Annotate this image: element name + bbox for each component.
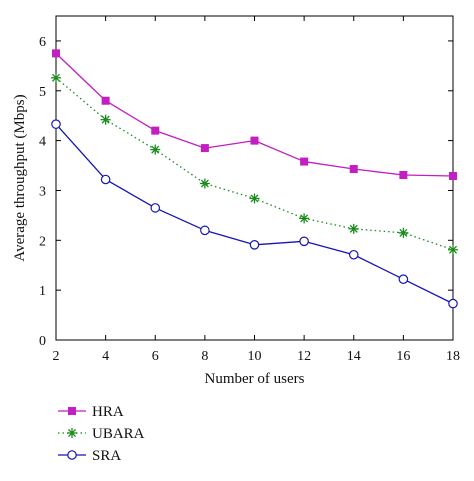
legend-label-hra: HRA (92, 404, 124, 420)
point-hra (449, 172, 457, 181)
series-line-hra (55, 52, 454, 177)
x-tick-label: 10 (248, 349, 262, 364)
point-sra (448, 298, 458, 309)
point-ubara (249, 193, 260, 204)
point-hra (52, 49, 60, 58)
x-tick-label: 14 (347, 349, 361, 364)
point-sra (299, 236, 309, 247)
point-hra-shape (200, 144, 209, 153)
point-sra-shape (448, 298, 458, 309)
point-sra-shape (348, 249, 359, 260)
point-hra-shape (101, 96, 110, 105)
plot-frame (55, 15, 454, 341)
point-hra-shape (151, 126, 160, 135)
point-sra-shape (100, 174, 111, 185)
point-hra-shape (300, 157, 309, 166)
point-sra (100, 174, 111, 185)
legend-marker-sra-shape (67, 450, 77, 460)
y-tick-label: 0 (39, 334, 46, 349)
legend-marker-ubara-stroke (68, 429, 76, 437)
point-ubara-stroke (151, 145, 160, 154)
series-layer (51, 49, 458, 309)
point-hra (200, 144, 209, 153)
point-sra (249, 239, 260, 250)
legend: HRA UBARA SRA (58, 404, 145, 464)
series-line-sra (55, 123, 454, 305)
point-sra-shape (150, 203, 161, 213)
point-ubara-stroke (349, 224, 358, 233)
point-hra (300, 157, 309, 166)
y-tick-label: 4 (39, 135, 46, 150)
point-hra-shape (349, 165, 358, 174)
y-axis-title: Average throughput (Mbps) (12, 94, 28, 261)
point-hra (399, 171, 408, 180)
y-tick-label: 2 (39, 234, 46, 249)
point-ubara (448, 244, 458, 255)
point-sra-shape (51, 119, 61, 129)
point-sra-shape (200, 225, 210, 236)
point-hra (151, 126, 160, 135)
x-tick-label: 12 (297, 349, 311, 364)
x-tick-label: 4 (102, 349, 109, 364)
point-sra (51, 119, 61, 129)
point-ubara (348, 223, 359, 234)
point-sra (398, 274, 409, 284)
legend-marker-hra (68, 407, 76, 415)
point-hra-shape (250, 136, 259, 145)
point-ubara-stroke (250, 194, 259, 203)
legend-label-ubara: UBARA (92, 426, 145, 442)
point-ubara (398, 227, 409, 238)
point-hra (101, 96, 110, 105)
x-tick-label: 2 (53, 349, 60, 364)
x-axis-title: Number of users (205, 371, 305, 387)
point-sra (348, 249, 359, 260)
point-hra (250, 136, 259, 145)
point-ubara-stroke (200, 179, 209, 188)
point-ubara-stroke (449, 245, 457, 254)
point-ubara-stroke (399, 228, 408, 237)
point-ubara (150, 144, 161, 155)
legend-label-sra: SRA (92, 448, 121, 464)
point-ubara (51, 72, 61, 83)
x-tick-label: 16 (396, 349, 410, 364)
point-hra (349, 165, 358, 174)
x-tick-label: 6 (152, 349, 159, 364)
point-ubara-stroke (52, 73, 60, 82)
point-hra-shape (399, 171, 408, 180)
point-ubara (199, 178, 210, 189)
legend-marker-sra (67, 450, 77, 460)
x-tick-label: 8 (201, 349, 208, 364)
point-sra-shape (398, 274, 409, 284)
y-tick-label: 1 (39, 284, 46, 299)
x-tick-label: 18 (446, 349, 460, 364)
point-ubara (299, 213, 310, 224)
y-tick-label: 5 (39, 85, 46, 100)
plot-area (51, 15, 458, 341)
legend-marker-hra-shape (68, 407, 76, 415)
legend-marker-ubara (67, 428, 77, 438)
point-ubara-stroke (101, 115, 110, 124)
point-sra (150, 203, 161, 213)
point-hra-shape (449, 172, 457, 181)
point-ubara-stroke (300, 214, 309, 223)
series-line-ubara (55, 77, 454, 251)
point-sra (200, 225, 210, 236)
point-hra-shape (52, 49, 60, 58)
axis-ticks (55, 16, 454, 341)
point-ubara (100, 114, 111, 125)
y-tick-label: 3 (39, 184, 46, 199)
point-sra-shape (299, 236, 309, 247)
y-tick-label: 6 (39, 35, 46, 50)
point-sra-shape (249, 239, 260, 250)
